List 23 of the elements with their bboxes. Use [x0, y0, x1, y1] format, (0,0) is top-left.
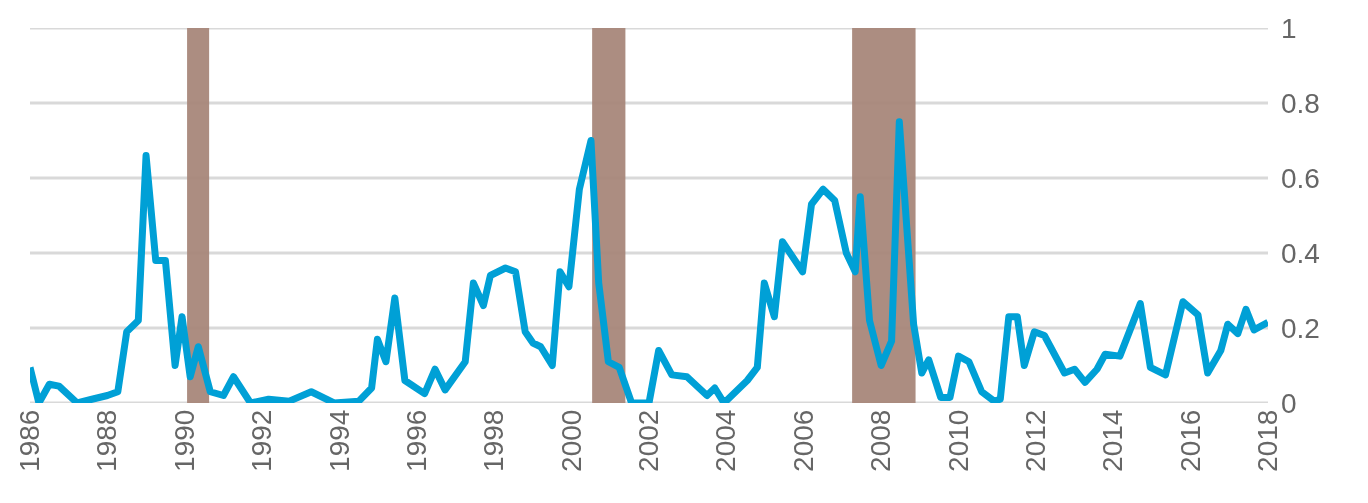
x-tick-label: 1988 — [91, 409, 123, 472]
x-tick-label: 2010 — [942, 409, 974, 472]
x-tick-label: 1996 — [400, 409, 432, 472]
x-tick-label: 1998 — [478, 409, 510, 472]
y-tick-label: 0.2 — [1281, 312, 1320, 344]
y-tick-label: 0.4 — [1281, 237, 1320, 269]
x-tick-label: 2006 — [787, 409, 819, 472]
x-tick-label: 2004 — [710, 409, 742, 472]
x-tick-label: 1986 — [14, 409, 46, 472]
y-tick-label: 1 — [1281, 12, 1297, 44]
y-tick-label: 0.6 — [1281, 162, 1320, 194]
x-tick-label: 2002 — [633, 409, 665, 472]
x-tick-label: 1994 — [323, 409, 355, 472]
x-tick-label: 2008 — [865, 409, 897, 472]
y-tick-label: 0.8 — [1281, 87, 1320, 119]
x-tick-label: 1990 — [168, 409, 200, 472]
y-tick-label: 0 — [1281, 387, 1297, 419]
x-tick-label: 2000 — [555, 409, 587, 472]
x-tick-label: 2012 — [1019, 409, 1051, 472]
x-tick-label: 2014 — [1097, 409, 1129, 472]
x-tick-label: 2016 — [1174, 409, 1206, 472]
x-tick-label: 1992 — [246, 409, 278, 472]
x-tick-label: 2018 — [1252, 409, 1284, 472]
